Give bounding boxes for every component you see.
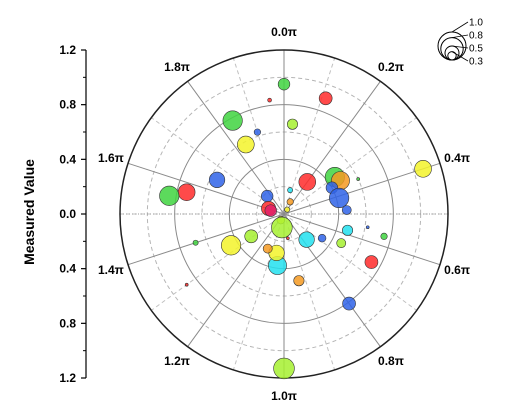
radial-tick-label: 1.2 — [59, 43, 76, 57]
angle-tick-label: 1.6π — [98, 151, 124, 165]
polar-grid — [119, 49, 449, 379]
bubble-point — [342, 296, 356, 311]
radial-tick-label: 0.0 — [59, 207, 76, 221]
bubble-point — [318, 91, 333, 106]
bubble-point — [364, 255, 379, 269]
bubble-point — [208, 171, 226, 188]
angle-tick-label: 1.4π — [98, 263, 124, 277]
bubble-point — [192, 239, 199, 246]
bubble-point — [342, 224, 354, 236]
angle-tick-label: 0.2π — [378, 60, 404, 74]
bubble-point — [261, 189, 274, 203]
bubble-point — [298, 173, 317, 191]
bubble-point — [287, 187, 294, 194]
bubble-point — [221, 235, 242, 256]
bubble-point — [341, 205, 352, 215]
bubble-point — [286, 198, 294, 206]
angle-tick-label: 1.8π — [164, 60, 190, 74]
bubble-point — [286, 118, 298, 130]
legend-leader-line — [451, 45, 469, 49]
bubble-point — [177, 183, 196, 201]
bubble-point — [365, 225, 370, 230]
size-legend: 1.0 0.8 0.5 0.3 — [437, 18, 483, 68]
bubble-point — [380, 232, 388, 240]
bubble-point — [222, 110, 243, 131]
bubble-point — [159, 185, 180, 206]
angle-axis-labels: 0.0π 0.2π 0.4π 0.6π 0.8π 1.0π 1.2π 1.4π 1.6π 1.8π — [98, 25, 470, 403]
grid-spoke-major — [283, 213, 441, 266]
grid-spoke-major — [127, 213, 285, 266]
bubble-point — [273, 357, 295, 380]
legend-circle — [447, 51, 457, 61]
grid-spoke-major — [283, 162, 441, 215]
legend-label: 1.0 — [469, 18, 483, 29]
radial-tick-label: 0.4 — [59, 152, 76, 166]
bubble-point — [284, 206, 291, 213]
angle-tick-label: 0.4π — [444, 151, 470, 165]
bubble-point — [267, 97, 272, 103]
bubble-point — [356, 177, 360, 181]
grid-spoke-minor — [283, 57, 336, 215]
bubble-point — [244, 229, 259, 244]
y-axis-label: Measured Value — [21, 159, 37, 265]
radial-tick-label: 0.4 — [59, 262, 76, 276]
legend-label: 0.3 — [469, 57, 483, 68]
bubble-point — [237, 135, 255, 154]
legend-leader-line — [451, 21, 469, 33]
bubble-point — [264, 204, 277, 217]
grid-spoke-minor — [283, 213, 417, 311]
grid-spoke-minor — [151, 117, 285, 215]
legend-label: 0.8 — [469, 31, 483, 42]
angle-tick-label: 1.2π — [164, 354, 190, 368]
legend-leader-line — [451, 34, 469, 38]
grid-spoke-major — [283, 81, 381, 215]
bubble-point — [414, 160, 432, 178]
bubble-point — [336, 238, 347, 249]
bubble-point — [286, 236, 290, 241]
grid-spoke-minor — [283, 117, 417, 215]
bubble-point — [317, 233, 327, 243]
bubble-point — [262, 243, 273, 254]
angle-tick-label: 0.6π — [444, 263, 470, 277]
bubble-point — [293, 275, 305, 287]
bubble-point — [271, 216, 293, 239]
legend-circle — [444, 45, 460, 61]
grid-spoke-major — [127, 162, 285, 215]
bubble-point — [184, 282, 189, 287]
grid-spoke-minor — [151, 213, 285, 311]
radial-tick-label: 1.2 — [59, 371, 76, 385]
bubble-point — [253, 128, 261, 136]
angle-tick-label: 0.8π — [378, 354, 404, 368]
bubble-series — [159, 78, 432, 380]
radial-tick-label: 0.8 — [59, 98, 76, 112]
legend-label: 0.5 — [469, 44, 483, 55]
legend-leader-line — [451, 51, 469, 62]
bubble-point — [329, 187, 350, 209]
radial-axis: 1.2 0.8 0.4 0.0 0.4 0.8 1.2 — [59, 43, 87, 385]
grid-spoke-major — [187, 213, 285, 347]
grid-spoke-minor — [232, 213, 285, 371]
radial-tick-label: 0.8 — [59, 316, 76, 330]
bubble-point — [298, 231, 315, 248]
grid-spoke-minor — [283, 213, 336, 371]
bubble-point — [277, 78, 291, 91]
grid-spoke-minor — [232, 57, 285, 215]
angle-tick-label: 1.0π — [271, 389, 297, 403]
angle-tick-label: 0.0π — [271, 25, 297, 39]
